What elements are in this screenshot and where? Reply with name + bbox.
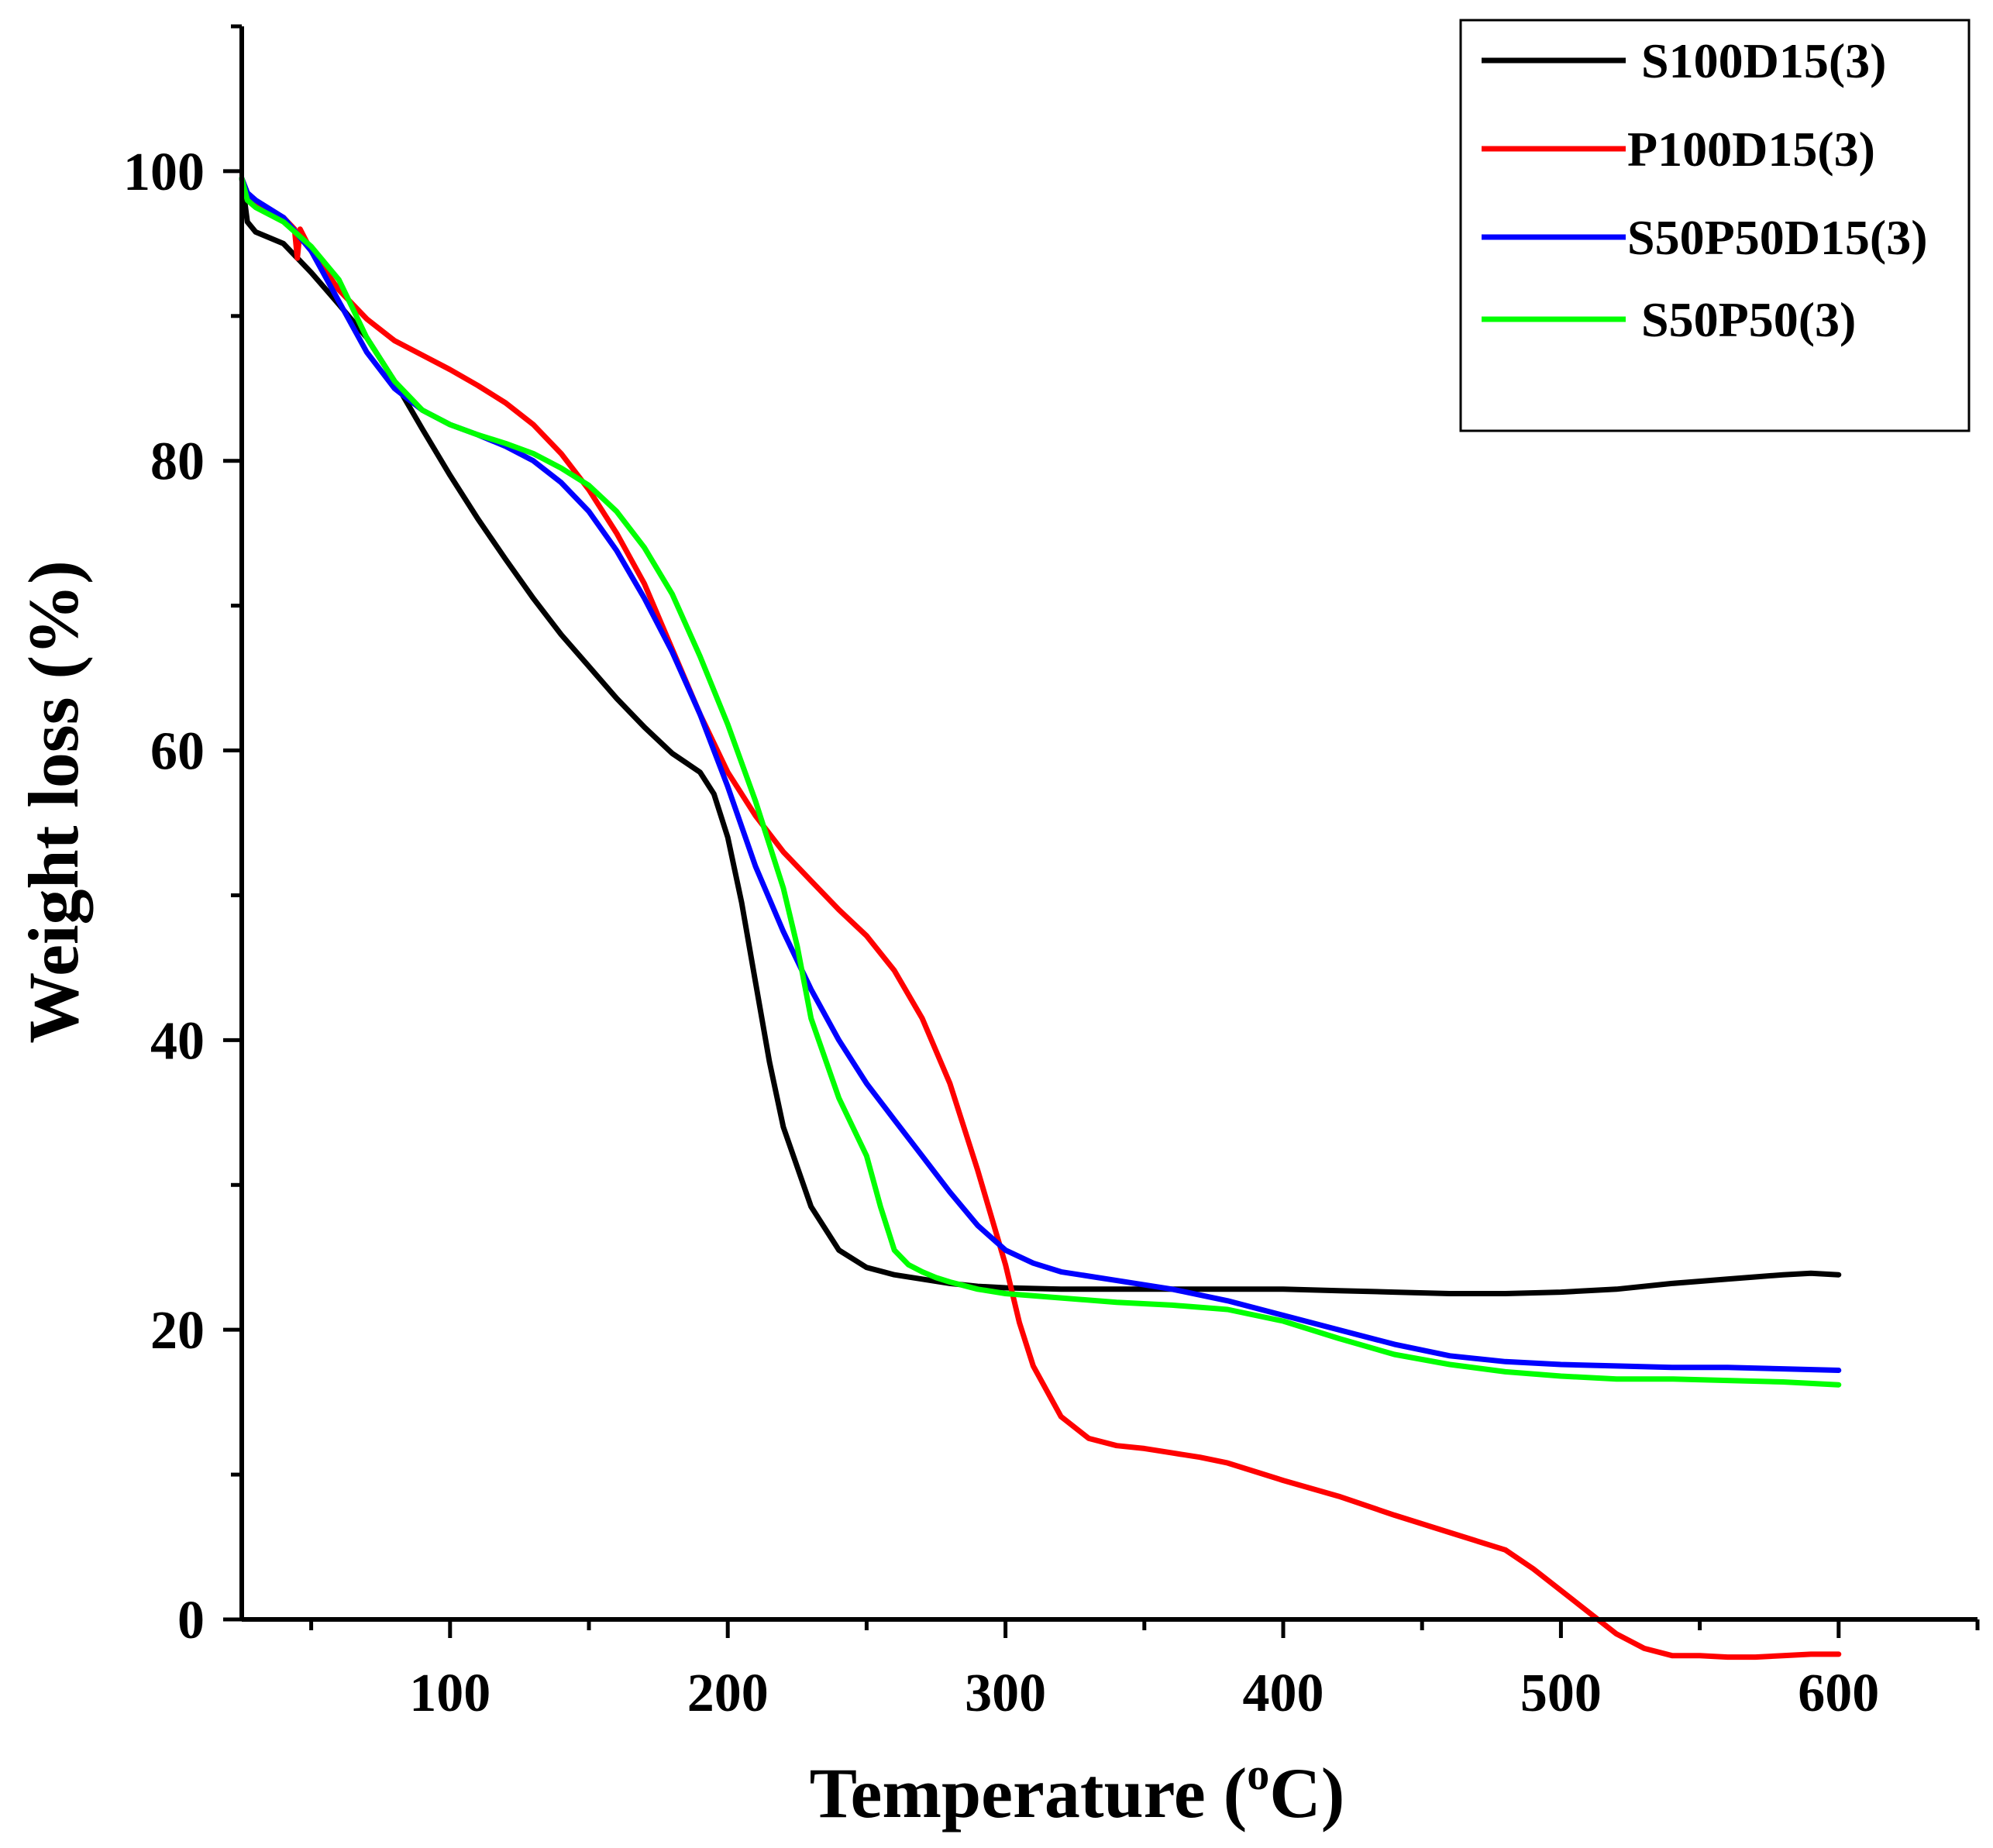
legend-label-p100d15-3: P100D15(3) [1627, 122, 1875, 177]
series-layer [239, 175, 1842, 1660]
series-line-s100d15-3 [239, 175, 1842, 1296]
legend-label-s100d15-3: S100D15(3) [1641, 33, 1886, 88]
legend-box [1459, 19, 1971, 432]
y-tick-label-80: 80 [150, 432, 205, 492]
series-line-s50p50-3 [239, 175, 1842, 1388]
x-tick-label-200: 200 [687, 1664, 769, 1723]
legend: S100D15(3) P100D15(3) S50P50D15(3) S50P50(3… [1459, 19, 1971, 432]
y-tick-label-40: 40 [150, 1011, 205, 1071]
y-tick-label-60: 60 [150, 722, 205, 782]
y-tick-label-0: 0 [177, 1591, 205, 1650]
y-tick-label-20: 20 [150, 1301, 205, 1361]
x-tick-label-100: 100 [409, 1664, 491, 1723]
legend-label-s50p50d15-3: S50P50D15(3) [1627, 210, 1928, 265]
x-tick-label-400: 400 [1243, 1664, 1324, 1723]
x-tick-label-600: 600 [1798, 1664, 1879, 1723]
ticks-layer: 100 200 300 400 500 600 0 20 40 60 80 100 [123, 24, 1980, 1723]
y-tick-label-100: 100 [123, 143, 205, 202]
series-line-p100d15-3 [239, 175, 1842, 1660]
y-axis-title: Weight loss (%) [14, 560, 93, 1044]
legend-label-s50p50-3: S50P50(3) [1641, 292, 1856, 347]
x-tick-label-300: 300 [965, 1664, 1046, 1723]
x-axis-title: Temperature (oC) [810, 1749, 1345, 1833]
x-tick-label-500: 500 [1520, 1664, 1602, 1723]
legend-items: S100D15(3) P100D15(3) S50P50D15(3) S50P50(3… [1482, 33, 1928, 347]
